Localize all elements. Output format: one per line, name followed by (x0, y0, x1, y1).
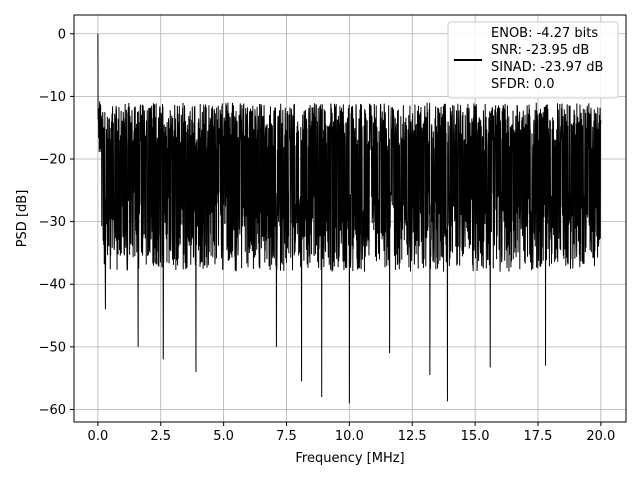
x-tick-label: 20.0 (586, 429, 615, 444)
axis-ticks: 0.0 2.5 5.0 7.5 10.0 12.5 15.0 17.5 20.0 0 −10 −20 −… (39, 27, 616, 444)
x-tick-label: 10.0 (335, 429, 364, 444)
legend-sfdr: SFDR: 0.0 (491, 77, 555, 92)
y-tick-label: −40 (39, 278, 66, 293)
y-tick-label: −20 (39, 153, 66, 168)
legend-sinad: SINAD: -23.97 dB (491, 60, 603, 75)
y-tick-label: −10 (39, 90, 66, 105)
x-tick-label: 0.0 (88, 429, 109, 444)
x-tick-label: 17.5 (524, 429, 553, 444)
x-tick-label: 7.5 (276, 429, 297, 444)
x-tick-label: 2.5 (150, 429, 171, 444)
y-tick-label: −60 (39, 403, 66, 418)
y-tick-label: −50 (39, 340, 66, 355)
y-tick-label: −30 (39, 215, 66, 230)
x-tick-label: 15.0 (461, 429, 490, 444)
plot-area (97, 33, 602, 404)
legend-snr: SNR: -23.95 dB (491, 43, 589, 58)
y-axis-label: PSD [dB] (15, 190, 30, 248)
axes-frame (73, 14, 627, 423)
x-tick-label: 12.5 (398, 429, 427, 444)
legend-enob: ENOB: -4.27 bits (491, 26, 598, 41)
x-axis-label: Frequency [MHz] (295, 451, 404, 466)
legend: ENOB: -4.27 bits SNR: -23.95 dB SINAD: -… (447, 21, 619, 99)
legend-box (447, 21, 619, 99)
y-tick-label: 0 (58, 27, 66, 42)
x-tick-label: 5.0 (213, 429, 234, 444)
psd-series-line (97, 33, 602, 404)
